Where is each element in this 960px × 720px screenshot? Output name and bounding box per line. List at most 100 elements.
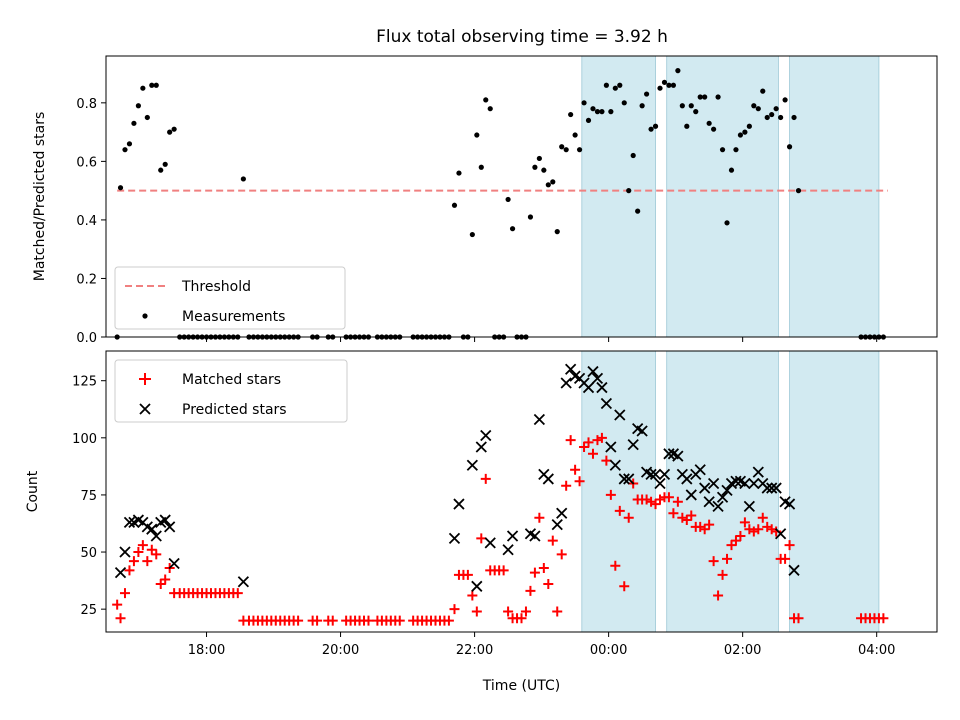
data-point	[778, 114, 784, 121]
data-point	[599, 109, 605, 115]
data-point	[784, 540, 795, 551]
data-point	[505, 196, 511, 203]
data-point	[670, 82, 677, 88]
data-point	[474, 132, 480, 138]
data-point	[150, 530, 162, 542]
data-point	[466, 459, 478, 471]
data-point	[742, 129, 748, 135]
data-point	[164, 521, 176, 533]
data-point	[609, 459, 621, 471]
data-point	[623, 473, 635, 485]
data-point	[649, 468, 662, 481]
data-point	[137, 540, 148, 551]
data-point	[663, 492, 674, 503]
data-point	[149, 82, 155, 88]
data-point	[162, 161, 168, 167]
y-tick-label: 50	[80, 546, 97, 561]
data-point	[719, 147, 726, 153]
data-point	[786, 144, 793, 150]
data-point	[612, 85, 618, 91]
data-point	[600, 397, 613, 410]
data-point	[795, 188, 802, 194]
data-point	[484, 537, 496, 549]
data-point	[608, 109, 614, 115]
data-point	[119, 588, 130, 599]
data-point	[449, 604, 460, 615]
data-point	[153, 82, 159, 88]
data-point	[142, 556, 153, 567]
data-point	[603, 82, 609, 88]
data-point	[527, 214, 534, 220]
data-point	[146, 523, 158, 535]
data-point	[119, 546, 131, 558]
data-point	[621, 100, 627, 106]
data-point	[312, 615, 323, 626]
data-point	[478, 164, 484, 170]
data-point	[614, 505, 625, 516]
data-point	[529, 530, 541, 542]
data-point	[751, 103, 757, 109]
data-point	[694, 464, 706, 476]
data-point	[737, 132, 744, 138]
data-point	[721, 484, 733, 496]
x-tick-label: 20:00	[322, 643, 359, 658]
data-point	[685, 489, 697, 501]
data-point	[693, 109, 699, 115]
data-point	[703, 496, 715, 508]
data-point	[726, 540, 737, 551]
data-point	[766, 482, 778, 494]
data-point	[675, 68, 681, 74]
data-point	[467, 590, 478, 601]
data-point	[538, 563, 549, 574]
data-point	[590, 106, 596, 112]
data-point	[761, 482, 773, 494]
data-point	[516, 613, 527, 624]
data-point	[681, 515, 692, 526]
data-point	[770, 482, 782, 494]
data-point	[559, 144, 565, 150]
data-point	[112, 599, 123, 610]
y-tick-label: 0.0	[76, 331, 97, 346]
data-point	[699, 524, 710, 535]
data-point	[471, 606, 482, 617]
data-point	[503, 606, 514, 617]
data-point	[679, 103, 685, 109]
y-tick-label: 100	[72, 432, 97, 447]
data-point	[520, 606, 531, 617]
data-point	[715, 94, 721, 100]
data-point	[618, 473, 630, 485]
data-point	[773, 106, 779, 112]
data-point	[135, 103, 141, 109]
y-tick-label: 0.2	[76, 272, 97, 287]
data-point	[363, 615, 374, 626]
data-point	[237, 576, 250, 588]
data-point	[146, 544, 157, 555]
data-point	[739, 517, 750, 528]
data-point	[158, 167, 164, 173]
data-point	[563, 147, 569, 153]
data-point	[793, 613, 804, 624]
data-point	[752, 466, 764, 478]
data-point	[554, 229, 560, 235]
data-point	[168, 557, 180, 570]
observing-window	[666, 55, 779, 338]
data-point	[541, 167, 547, 173]
data-point	[547, 535, 558, 546]
x-tick-label: 00:00	[590, 643, 627, 658]
data-point	[648, 126, 654, 132]
data-point	[782, 97, 788, 103]
legend-label: Measurements	[182, 309, 285, 325]
y-tick-label: 0.6	[76, 155, 97, 170]
data-point	[730, 475, 742, 487]
legend-x-swatch	[139, 403, 151, 415]
data-point	[448, 532, 461, 544]
data-point	[748, 477, 760, 490]
legend-label: Threshold	[181, 279, 251, 295]
data-point	[708, 556, 719, 567]
data-point	[552, 606, 563, 617]
data-point	[133, 547, 144, 558]
data-point	[617, 82, 623, 88]
observing-window	[789, 55, 880, 338]
data-point	[123, 516, 136, 528]
data-point	[115, 613, 126, 624]
